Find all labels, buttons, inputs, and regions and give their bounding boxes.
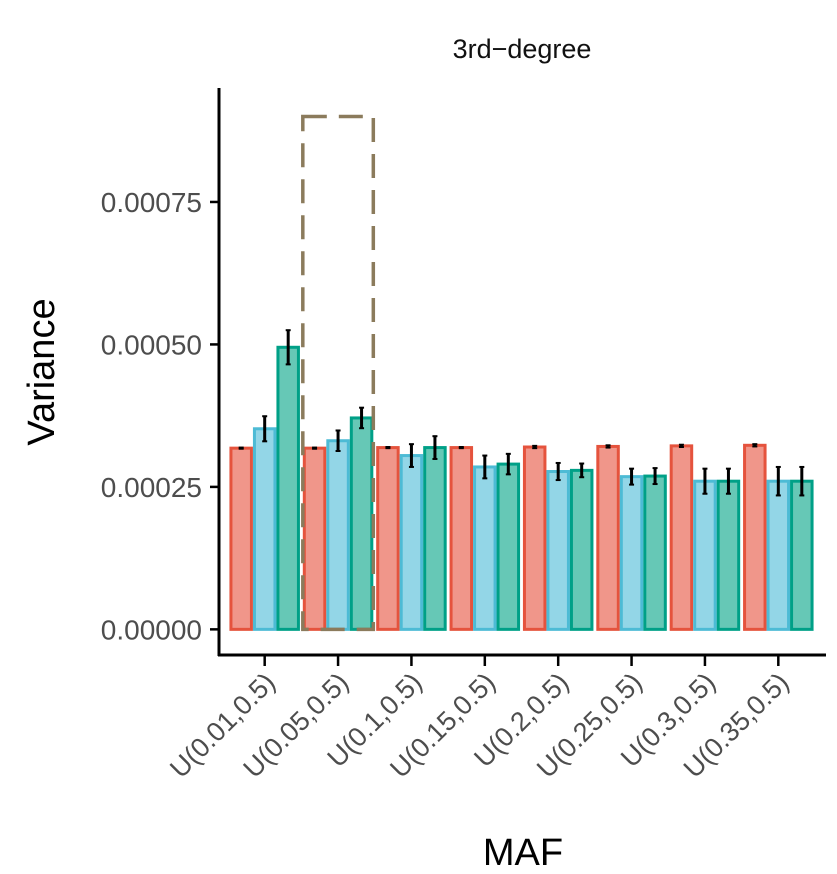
- bar-s3-2: [349, 416, 374, 631]
- y-tick-label-4: 0.00075: [101, 187, 202, 218]
- bar-s3-4: [496, 462, 521, 631]
- highlight-group: [301, 114, 376, 632]
- bar-s3-8: [790, 479, 814, 631]
- bar-s1-5: [522, 445, 547, 631]
- y-ticks-group: 0.00000 0.00025 0.00050 0.00075: [101, 187, 219, 645]
- y-axis-label: Variance: [21, 298, 63, 445]
- bar-s2-4: [473, 465, 497, 631]
- bar-s3-6: [643, 474, 667, 631]
- bar-s1-3: [376, 446, 400, 631]
- bar-s1-6: [596, 444, 620, 631]
- y-tick-label-3: 0.00050: [101, 329, 202, 360]
- bar-s2-8: [766, 479, 791, 631]
- x-axis-label: MAF: [483, 832, 563, 874]
- error-bars-group: [238, 329, 805, 497]
- bar-s1-2: [302, 446, 327, 631]
- bar-s2-7: [693, 479, 717, 631]
- bar-s1-4: [449, 446, 474, 631]
- bar-s3-3: [423, 446, 447, 631]
- bar-s3-1: [276, 345, 300, 631]
- bar-s3-7: [716, 479, 741, 631]
- highlight-box: [301, 114, 376, 632]
- bar-s1-1: [229, 446, 253, 631]
- bar-s3-5: [569, 468, 594, 631]
- bar-s2-2: [326, 439, 350, 631]
- bar-s2-3: [399, 454, 424, 631]
- bar-s1-8: [743, 443, 767, 631]
- y-tick-label-2: 0.00025: [101, 472, 202, 503]
- y-tick-label-1: 0.00000: [101, 614, 202, 645]
- bar-s2-5: [546, 470, 570, 631]
- bars-group: [229, 345, 814, 631]
- x-ticks-group: U(0.01,0.5)U(0.05,0.5)U(0.1,0.5)U(0.15,0…: [164, 656, 795, 784]
- bar-s1-7: [669, 444, 694, 631]
- chart-title: 3rd−degree: [453, 34, 592, 64]
- bar-s2-6: [619, 475, 644, 631]
- bar-s2-1: [252, 427, 277, 631]
